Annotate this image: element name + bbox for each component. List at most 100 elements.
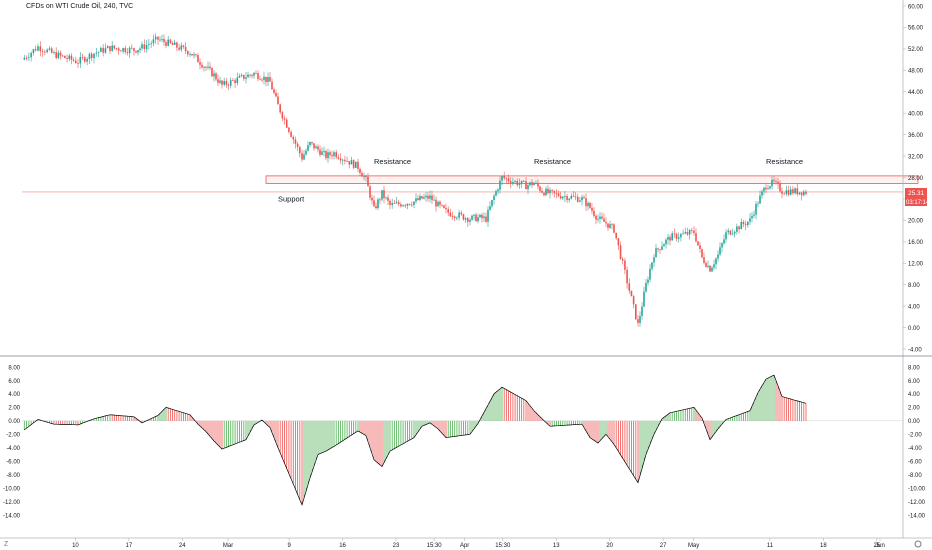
oscillator-pane[interactable] [22,374,903,506]
candle-body [657,248,659,250]
price-tick-label: 52.00 [908,47,924,53]
candle-body [467,218,469,222]
candle-body [135,51,137,53]
resistance-zone-box[interactable] [265,175,919,184]
candle-body [742,222,745,225]
gear-icon[interactable] [914,540,922,548]
oscillator-tick-label: -2.00 [908,433,922,439]
candle-body [599,216,601,219]
candle-body [572,195,575,197]
candle-body [566,195,568,201]
candle-body [761,191,763,196]
candle-body [637,319,639,323]
candle-body [477,217,479,222]
candle-body [267,77,269,82]
candle-body [655,248,657,258]
candle-body [585,198,587,207]
price-badge-countdown: 03:17:14 [906,200,930,206]
candle-body [115,48,118,50]
candle-body [803,191,805,196]
oscillator-tick-label: 6.00 [908,379,920,385]
candle-body [337,157,340,159]
candle-body [667,236,669,240]
candle-body [659,249,661,251]
candle-body [495,191,497,196]
candle-body [203,66,205,68]
candle-body [597,218,599,220]
price-pane[interactable] [22,33,919,327]
candle-body [154,36,157,40]
bottom-left-corner[interactable]: Z [4,541,9,548]
time-tick-label: 24 [179,543,186,549]
candle-body [707,265,709,267]
candle-body [570,195,573,199]
candle-body [615,232,617,239]
candle-body [309,142,311,146]
candle-body [471,215,473,220]
candle-body [647,279,649,283]
candle-body [296,143,299,147]
candle-body [481,214,483,219]
candle-body [619,245,622,259]
candle-body [229,80,232,86]
oscillator-tick-label: -10.00 [908,486,926,492]
candle-body [661,246,663,250]
candle-body [759,195,761,204]
oscillator-tick-label: 4.00 [908,392,920,398]
candle-body [458,212,460,218]
zoom-icon[interactable]: Z [4,541,9,548]
candle-body [139,48,141,51]
candle-body [453,216,456,219]
candle-body [740,222,743,230]
candle-body [402,205,404,207]
candle-body [805,191,807,194]
candle-body [111,45,113,51]
candle-body [319,149,321,155]
candle-body [787,190,790,195]
candle-body [292,136,295,140]
time-tick-label: 16 [339,543,346,549]
candle-body [699,245,701,249]
candle-body [733,231,736,234]
candle-body [624,260,626,270]
candle-body [611,224,613,226]
candle-body [626,269,628,284]
candle-body [609,224,611,228]
candle-body [389,200,391,205]
candle-body [143,44,146,49]
time-tick-label: 15:30 [427,543,443,549]
candle-body [199,62,201,65]
candle-body [178,47,180,50]
candle-body [283,118,286,120]
candle-body [261,79,263,81]
oscillator-tick-label: 0.00 [908,419,920,425]
candle-body [288,127,290,132]
candle-body [505,178,508,179]
oscillator-tick-label: -6.00 [908,459,922,465]
candle-body [277,96,279,105]
candle-body [25,57,28,59]
price-badge-value-bg [905,188,927,197]
settings-corner[interactable] [914,540,922,548]
candle-body [109,46,111,51]
candle-body [747,221,749,226]
candle-body [219,80,221,83]
candle-body [587,202,589,207]
candle-body [165,42,167,46]
candle-body [789,189,792,195]
candle-body [462,214,465,220]
oscillator-tick-label: -8.00 [908,473,922,479]
candle-body [381,190,383,200]
candle-body [677,237,680,239]
candle-body [796,188,799,195]
candle-body [591,207,593,211]
oscillator-left-tick-label: -8.00 [6,473,20,479]
candle-body [723,239,725,244]
candle-body [285,119,288,128]
candle-body [84,57,86,62]
candle-body [30,52,32,58]
candle-body [512,181,514,184]
candle-body [727,230,729,233]
candle-body [72,59,75,61]
